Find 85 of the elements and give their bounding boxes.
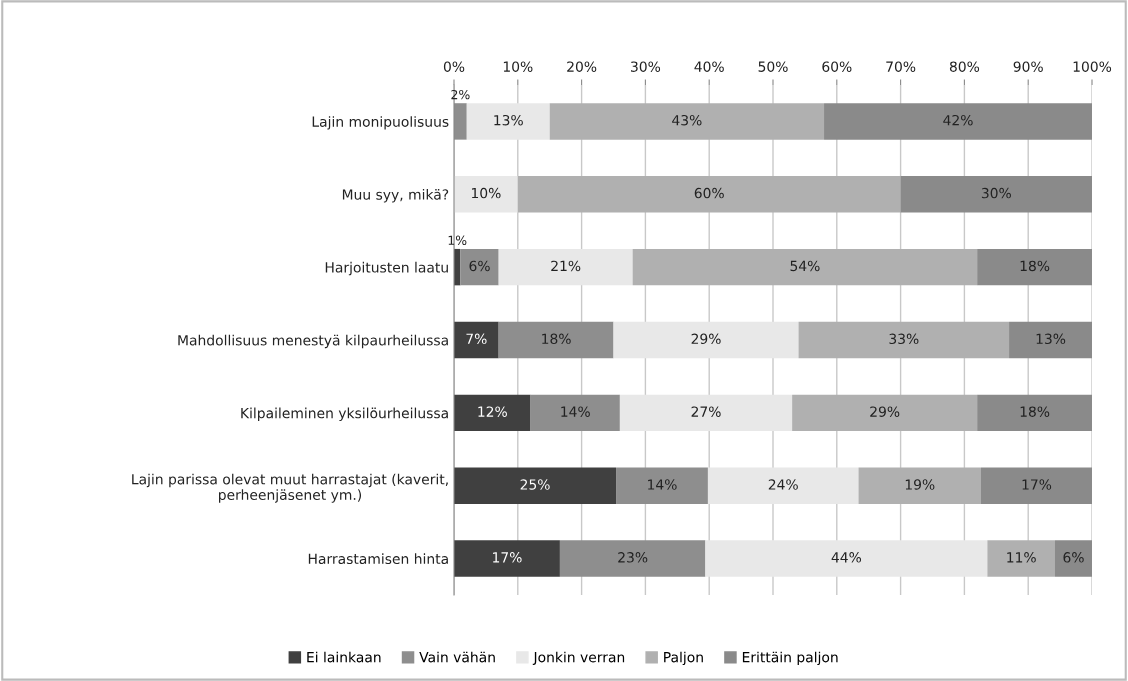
- bar: [1055, 540, 1092, 577]
- data-label: 14%: [648, 479, 677, 490]
- bar: [705, 540, 988, 577]
- bar: [824, 103, 1092, 140]
- data-label: 17%: [493, 552, 522, 563]
- legend-label: Ei lainkaan: [307, 651, 381, 663]
- y-tick-label: Mahdollisuus menestyä kilpaurheilussa: [178, 334, 448, 349]
- x-tick-label: 30%: [631, 61, 661, 72]
- x-tick-label: 20%: [567, 61, 597, 72]
- bar: [900, 176, 1092, 213]
- bar: [792, 394, 978, 432]
- bar: [707, 467, 859, 504]
- data-label: 54%: [790, 260, 820, 272]
- bar: [987, 540, 1055, 577]
- bar: [466, 103, 550, 140]
- data-label: 42%: [943, 114, 973, 126]
- data-label: 6%: [1063, 552, 1084, 563]
- data-label: 27%: [691, 406, 721, 417]
- x-tick-label: 60%: [822, 61, 852, 72]
- y-tick-label: Lajin monipuolisuus: [312, 116, 449, 130]
- data-label: 11%: [1007, 552, 1036, 563]
- x-tick-label: 90%: [1013, 61, 1043, 72]
- y-tick-label: Kilpaileminen yksilöurheilussa: [241, 407, 448, 422]
- bar: [498, 321, 614, 359]
- bar: [454, 394, 531, 432]
- data-label: 23%: [618, 552, 648, 563]
- bar: [530, 394, 620, 432]
- data-label: 19%: [905, 479, 935, 490]
- data-label: 14%: [561, 406, 590, 417]
- bar: [517, 176, 901, 213]
- data-label: 2%: [451, 89, 470, 100]
- bar: [977, 394, 1092, 432]
- x-tick-label: 10%: [503, 61, 533, 72]
- data-label: 29%: [691, 333, 721, 345]
- bar: [613, 321, 799, 359]
- data-label: 29%: [870, 406, 900, 417]
- x-tick-label: 70%: [886, 61, 916, 72]
- bar: [454, 176, 518, 213]
- data-label: 13%: [1036, 333, 1066, 345]
- y-tick-label: Lajin parissa olevat muut harrastajat (kaverit, perheenjäsenet ym.): [132, 473, 448, 503]
- bar: [460, 248, 499, 286]
- data-label: 10%: [471, 187, 501, 199]
- x-tick-label: 0%: [443, 61, 465, 72]
- bar: [454, 467, 617, 504]
- x-tick-label: 100%: [1073, 61, 1112, 72]
- data-label: 13%: [494, 114, 523, 126]
- data-label: 18%: [1020, 260, 1050, 272]
- x-tick-label: 50%: [758, 61, 788, 72]
- bar: [454, 540, 560, 577]
- bar: [619, 394, 793, 432]
- bar: [798, 321, 1010, 359]
- data-label: 43%: [672, 114, 702, 126]
- bar: [858, 467, 981, 504]
- data-label: 6%: [469, 260, 490, 272]
- x-tick-label: 40%: [694, 61, 724, 72]
- data-label: 30%: [981, 187, 1011, 199]
- bar: [632, 248, 978, 286]
- data-label: 1%: [448, 235, 467, 246]
- bar: [549, 103, 825, 140]
- bar: [616, 467, 708, 504]
- y-tick-label: Harrastamisen hinta: [308, 553, 448, 565]
- data-label: 17%: [1022, 479, 1052, 490]
- bar: [980, 467, 1092, 504]
- data-label: 21%: [551, 260, 581, 272]
- legend-label: Vain vähän: [419, 651, 495, 663]
- data-label: 18%: [1020, 406, 1050, 417]
- data-label: 44%: [831, 552, 862, 563]
- legend-label: Jonkin verran: [532, 651, 625, 665]
- y-tick-label: Muu syy, mikä?: [342, 189, 449, 203]
- data-label: 25%: [520, 479, 550, 490]
- data-label: 33%: [889, 333, 919, 345]
- bar: [977, 248, 1092, 286]
- x-tick-label: 80%: [949, 61, 980, 72]
- bar: [498, 248, 633, 286]
- data-label: 60%: [694, 187, 724, 199]
- data-label: 12%: [478, 406, 507, 417]
- bar: [1009, 321, 1092, 359]
- bar: [559, 540, 706, 577]
- data-label: 24%: [768, 479, 798, 490]
- legend-label: Erittäin paljon: [742, 651, 838, 666]
- data-label: 7%: [466, 333, 487, 345]
- legend-label: Paljon: [664, 651, 703, 666]
- y-tick-label: Harjoitusten laatu: [325, 261, 448, 276]
- bar: [454, 321, 499, 359]
- data-label: 18%: [542, 333, 571, 345]
